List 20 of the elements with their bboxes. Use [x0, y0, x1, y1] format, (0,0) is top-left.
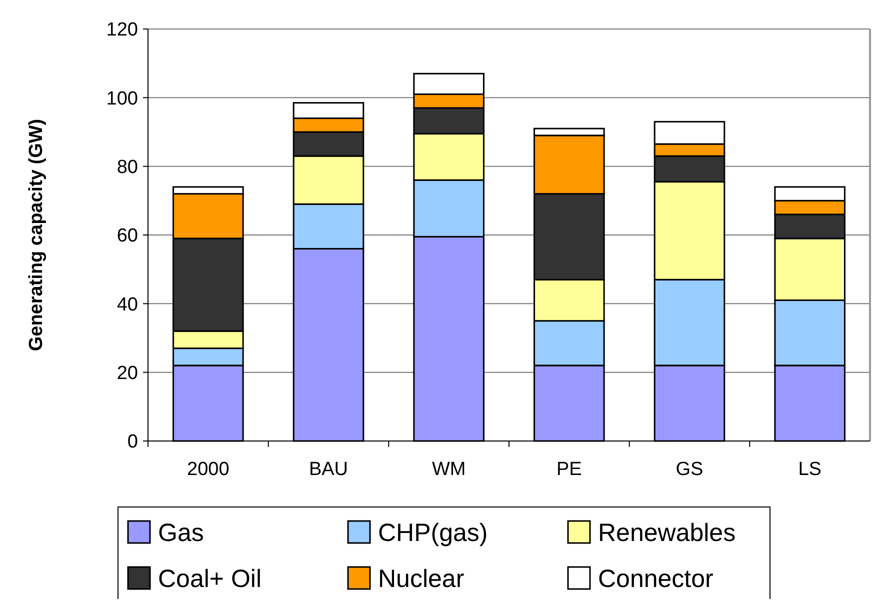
x-tick-label: 2000: [187, 459, 230, 480]
x-tick-label: PE: [556, 459, 582, 480]
y-tick-label: 0: [127, 432, 138, 453]
x-tick-label: WM: [432, 459, 466, 480]
legend-label: Connector: [598, 564, 714, 593]
y-tick-label: 120: [106, 20, 138, 41]
x-tick-label: GS: [676, 459, 704, 480]
legend-label: CHP(gas): [378, 518, 488, 547]
legend-label: Gas: [158, 518, 204, 547]
legend-label: Renewables: [598, 518, 736, 547]
x-tick-label: LS: [798, 459, 822, 480]
legend-label: Nuclear: [378, 564, 464, 593]
y-tick-label: 40: [116, 294, 138, 316]
x-tick-label: BAU: [308, 459, 348, 480]
y-tick-label: 100: [106, 88, 138, 110]
y-axis-title: Generating capacity (GW): [26, 118, 47, 352]
legend-label: Coal+ Oil: [158, 564, 262, 593]
y-tick-label: 20: [116, 362, 138, 384]
y-tick-label: 60: [116, 226, 138, 247]
y-tick-label: 80: [116, 156, 138, 178]
